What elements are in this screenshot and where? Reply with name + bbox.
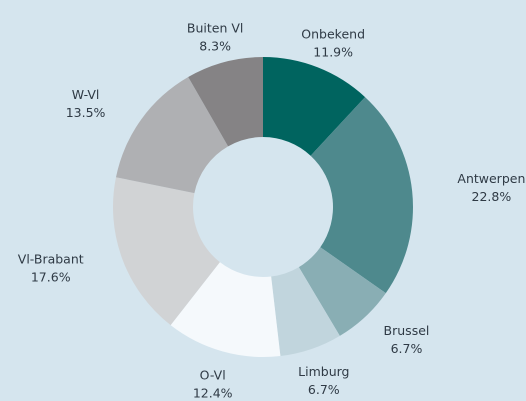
slice-value: 13.5% bbox=[66, 105, 106, 120]
slice bbox=[263, 57, 366, 156]
slice bbox=[113, 177, 220, 326]
slice-label: Limburg bbox=[298, 364, 349, 379]
slice bbox=[188, 57, 263, 147]
slice-value: 17.6% bbox=[31, 269, 71, 284]
slice-value: 12.4% bbox=[193, 385, 233, 400]
slice-label: W-Vl bbox=[72, 87, 100, 102]
slice-label: Vl-Brabant bbox=[18, 251, 84, 266]
slice-label: O-Vl bbox=[200, 367, 226, 382]
slice-value: 22.8% bbox=[472, 189, 512, 204]
slice-label: Buiten Vl bbox=[187, 20, 243, 35]
slice-value: 6.7% bbox=[308, 382, 340, 397]
slice bbox=[170, 262, 281, 357]
slice-value: 11.9% bbox=[313, 45, 353, 60]
slice-value: 6.7% bbox=[391, 341, 423, 356]
slice bbox=[298, 247, 386, 336]
slice-label: Onbekend bbox=[301, 27, 365, 42]
slice bbox=[115, 76, 229, 194]
slice-value: 8.3% bbox=[199, 38, 231, 53]
slice-label: Antwerpen bbox=[457, 171, 525, 186]
slice-label: Brussel bbox=[384, 323, 430, 338]
slice bbox=[310, 97, 413, 294]
slice bbox=[271, 267, 340, 356]
